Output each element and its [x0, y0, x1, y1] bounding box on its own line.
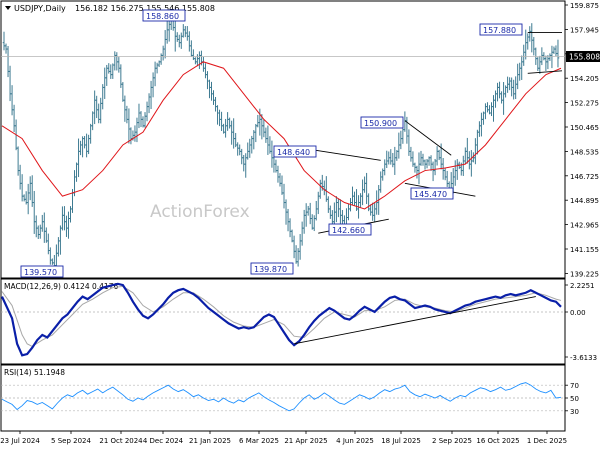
- price-annotation-label: 158.860: [146, 12, 179, 21]
- current-price-badge: [566, 51, 600, 62]
- price-annotation-label: 148.640: [277, 148, 310, 157]
- trendline: [527, 70, 563, 74]
- macd-y-axis: 2.2251 0.00 -3.6133: [565, 282, 597, 362]
- rsi-y-tick-label: 50: [570, 395, 579, 403]
- price-annotation-label: 139.570: [24, 268, 57, 277]
- x-tick-label: 1 Dec 2025: [527, 437, 567, 445]
- symbol-dropdown-icon[interactable]: [5, 6, 11, 10]
- price-y-tick-label: 148.535: [570, 148, 599, 156]
- macd-y-tick-label: 2.2251: [570, 282, 595, 290]
- rsi-y-axis: 70 50 30: [565, 382, 579, 416]
- macd-main-line: [1, 282, 562, 357]
- x-tick-label: 18 Jul 2025: [381, 437, 421, 445]
- price-annotation-box: [360, 116, 404, 129]
- price-annotations: 158.860 157.880 150.900 148.640 145.470 142.6…: [20, 9, 523, 278]
- x-tick-label: 21 Jan 2025: [189, 437, 231, 445]
- x-tick-label: 16 Oct 2025: [476, 437, 519, 445]
- price-y-axis: 159.875157.945156.015154.205152.275150.4…: [565, 2, 599, 278]
- trendline: [314, 149, 381, 161]
- moving-average-line: [1, 61, 562, 210]
- macd-trendline: [294, 296, 536, 345]
- price-y-tick-label: 139.225: [570, 270, 599, 278]
- rsi-line: [1, 382, 562, 412]
- rsi-title: RSI(14) 51.1948: [4, 368, 65, 377]
- x-tick-label: 21 Apr 2025: [284, 437, 327, 445]
- watermark: ActionForex: [150, 202, 250, 222]
- price-candles: [2, 11, 560, 273]
- symbol-label: USDJPY,Daily: [14, 4, 66, 13]
- x-tick-label: 4 Jun 2025: [336, 437, 374, 445]
- x-tick-label: 5 Sep 2024: [51, 437, 91, 445]
- price-panel-frame: [0, 0, 566, 279]
- x-tick-label: 2 Sep 2025: [432, 437, 472, 445]
- price-y-tick-label: 146.725: [570, 173, 599, 181]
- rsi-layer: [1, 382, 562, 412]
- price-annotation-label: 142.660: [332, 226, 365, 235]
- price-y-tick-label: 157.945: [570, 26, 599, 34]
- moving-average-layer: [1, 61, 562, 210]
- x-tick-label: 4 Dec 2024: [143, 437, 184, 445]
- x-tick-label: 23 Jul 2024: [0, 437, 40, 445]
- rsi-y-tick-label: 70: [570, 382, 579, 390]
- price-annotation-box: [410, 187, 454, 200]
- price-annotation-box: [479, 23, 523, 36]
- current-price-label: 155.808: [569, 53, 600, 62]
- price-y-tick-label: 142.965: [570, 222, 599, 230]
- quote-values: 156.182 156.275 155.546 155.808: [75, 4, 215, 13]
- x-axis: 23 Jul 2024 5 Sep 2024 21 Oct 2024 4 Dec 20…: [0, 431, 567, 445]
- price-y-tick-label: 150.465: [570, 124, 599, 132]
- price-y-tick-label: 159.875: [570, 2, 599, 10]
- rsi-y-tick-label: 30: [570, 408, 579, 416]
- macd-title: MACD(12,26,9) 0.4124 0.4176: [4, 282, 118, 291]
- x-tick-label: 6 Mar 2025: [239, 437, 279, 445]
- price-annotation-box: [328, 223, 372, 236]
- rsi-panel-frame: [0, 364, 566, 432]
- macd-layer: [1, 282, 562, 357]
- macd-panel-frame: [0, 278, 566, 365]
- price-y-tick-label: 144.895: [570, 197, 599, 205]
- price-annotation-box: [20, 265, 64, 278]
- macd-y-tick-label: -3.6133: [570, 354, 597, 362]
- price-annotation-label: 139.870: [254, 265, 287, 274]
- price-y-tick-label: 141.155: [570, 246, 599, 254]
- price-annotation-label: 145.470: [414, 190, 447, 199]
- price-annotation-box: [273, 145, 317, 158]
- price-annotation-label: 150.900: [364, 119, 397, 128]
- price-y-tick-label: 154.205: [570, 75, 599, 83]
- price-annotation-box: [142, 9, 186, 22]
- price-annotation-label: 157.880: [483, 26, 516, 35]
- x-tick-label: 21 Oct 2024: [99, 437, 143, 445]
- macd-y-tick-label: 0.00: [570, 309, 586, 317]
- trendline: [404, 120, 452, 156]
- price-y-tick-label: 152.275: [570, 100, 599, 108]
- macd-signal-line: [1, 285, 562, 347]
- price-annotation-box: [250, 262, 294, 275]
